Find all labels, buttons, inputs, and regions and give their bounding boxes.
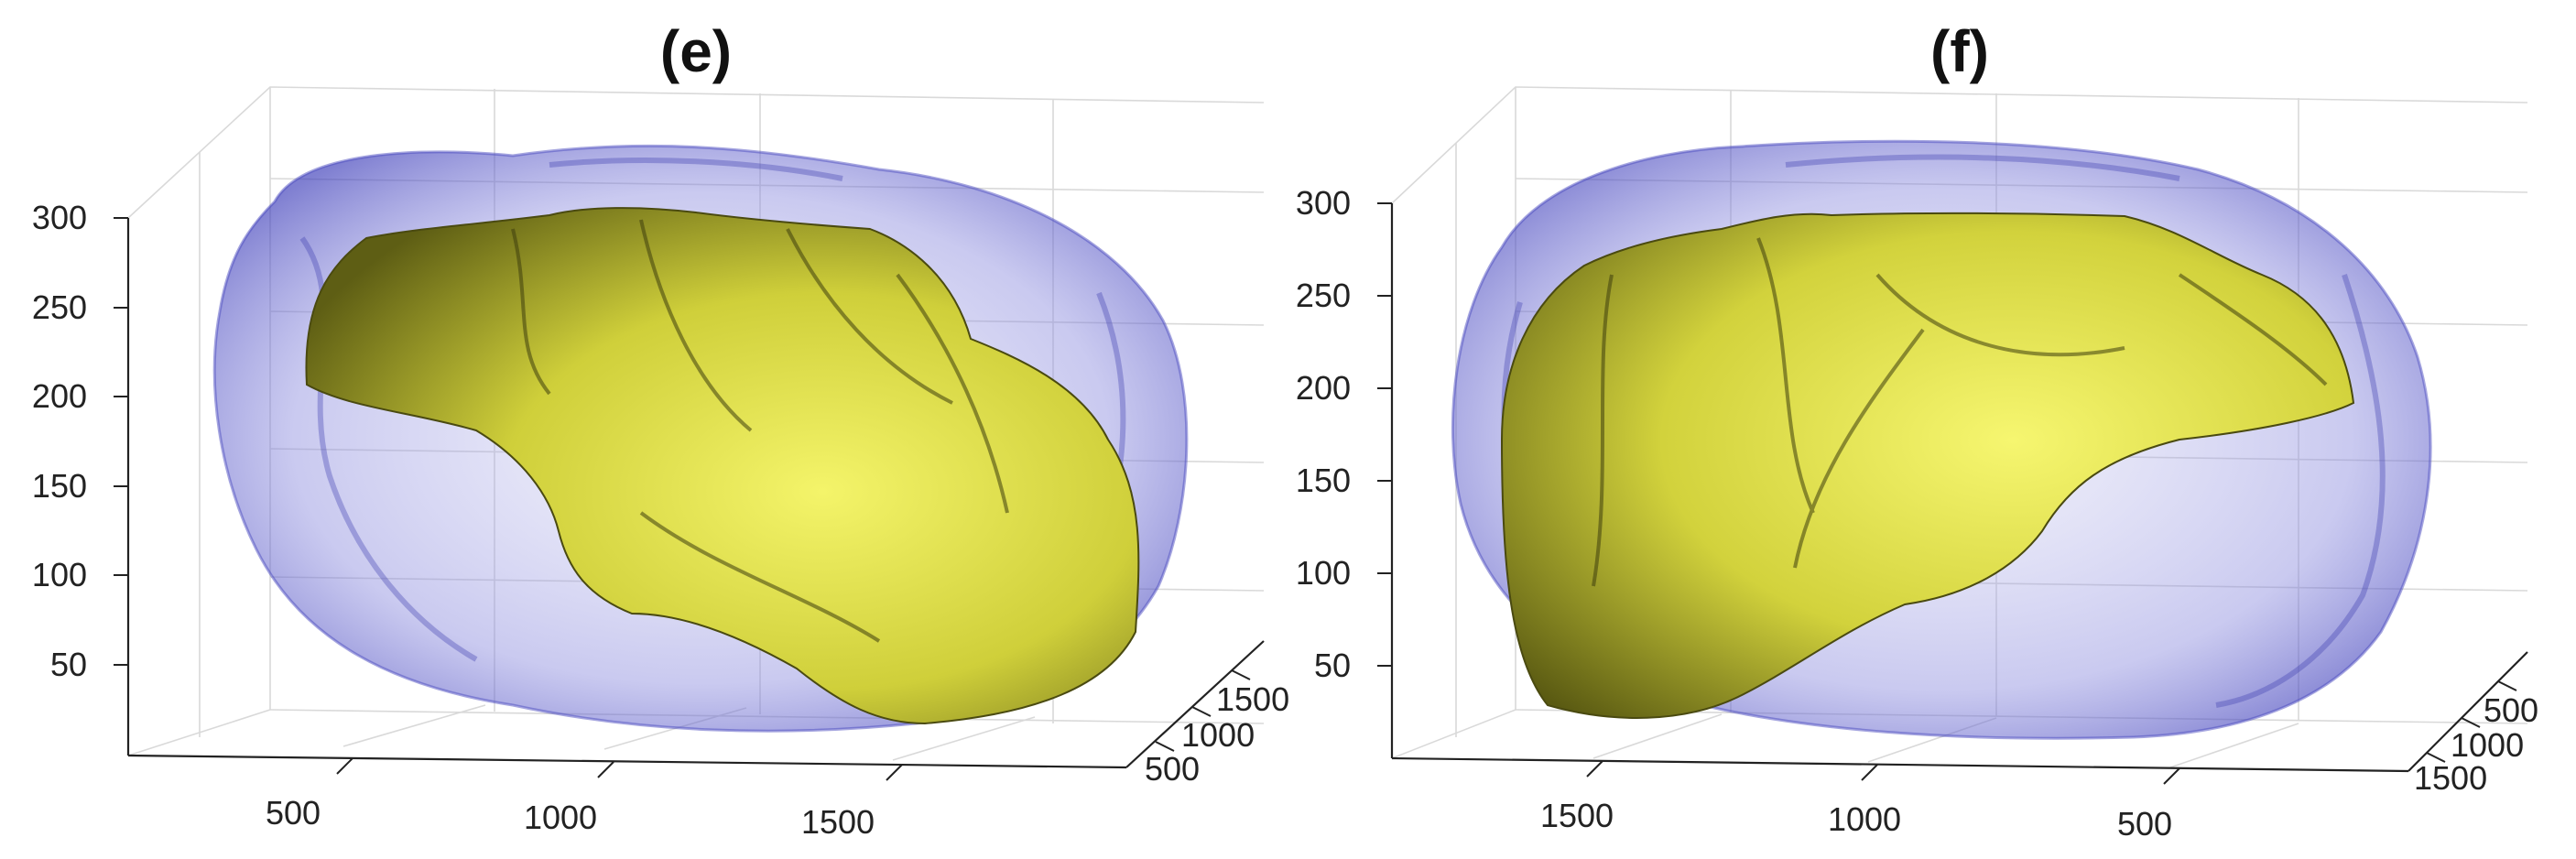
y-tick-label: 1000 <box>2451 726 2524 764</box>
z-tick-label: 100 <box>32 556 87 593</box>
y-tick-label: 500 <box>1145 750 1200 788</box>
z-tick-label: 300 <box>1296 184 1351 222</box>
inner-surface-e <box>305 207 1140 725</box>
inner-surface-e-ridges <box>511 219 1009 643</box>
y-tick-label: 1500 <box>2414 759 2487 797</box>
z-tick-label: 150 <box>1296 462 1351 499</box>
x-tick-label: 1500 <box>1540 797 1614 834</box>
panel-title-e: (e) <box>660 18 732 84</box>
x-tick-label: 1500 <box>801 803 875 841</box>
x-ticks-f: 1500 1000 500 <box>1540 760 2180 843</box>
y-tick-label: 1000 <box>1181 716 1255 754</box>
z-tick-label: 200 <box>32 377 87 415</box>
z-tick-label: 250 <box>1296 277 1351 314</box>
inner-surface-f-ridges <box>1592 237 2328 587</box>
panel-e: (e) <box>32 18 1289 841</box>
panel-title-f: (f) <box>1930 18 1989 84</box>
z-tick-label: 50 <box>50 646 87 683</box>
y-ticks-e: 1500 1000 500 <box>1145 669 1289 788</box>
panel-f: (f) <box>1296 18 2538 843</box>
z-tick-label: 100 <box>1296 554 1351 592</box>
y-ticks-f: 500 1000 1500 <box>2414 680 2538 797</box>
x-tick-label: 500 <box>2117 805 2172 843</box>
x-tick-label: 1000 <box>524 799 597 836</box>
x-tick-label: 1000 <box>1828 800 1901 838</box>
z-tick-label: 250 <box>32 288 87 326</box>
y-tick-label: 1500 <box>1216 680 1289 718</box>
z-tick-label: 150 <box>32 467 87 505</box>
z-ticks-e: 300 250 200 150 100 50 <box>32 199 128 683</box>
y-tick-label: 500 <box>2484 691 2538 729</box>
x-tick-label: 500 <box>266 794 321 832</box>
inner-surface-f <box>1500 212 2355 719</box>
x-ticks-e: 500 1000 1500 <box>266 757 903 841</box>
z-ticks-f: 300 250 200 150 100 50 <box>1296 184 1392 684</box>
z-tick-label: 50 <box>1314 647 1351 684</box>
z-tick-label: 200 <box>1296 369 1351 407</box>
z-tick-label: 300 <box>32 199 87 236</box>
